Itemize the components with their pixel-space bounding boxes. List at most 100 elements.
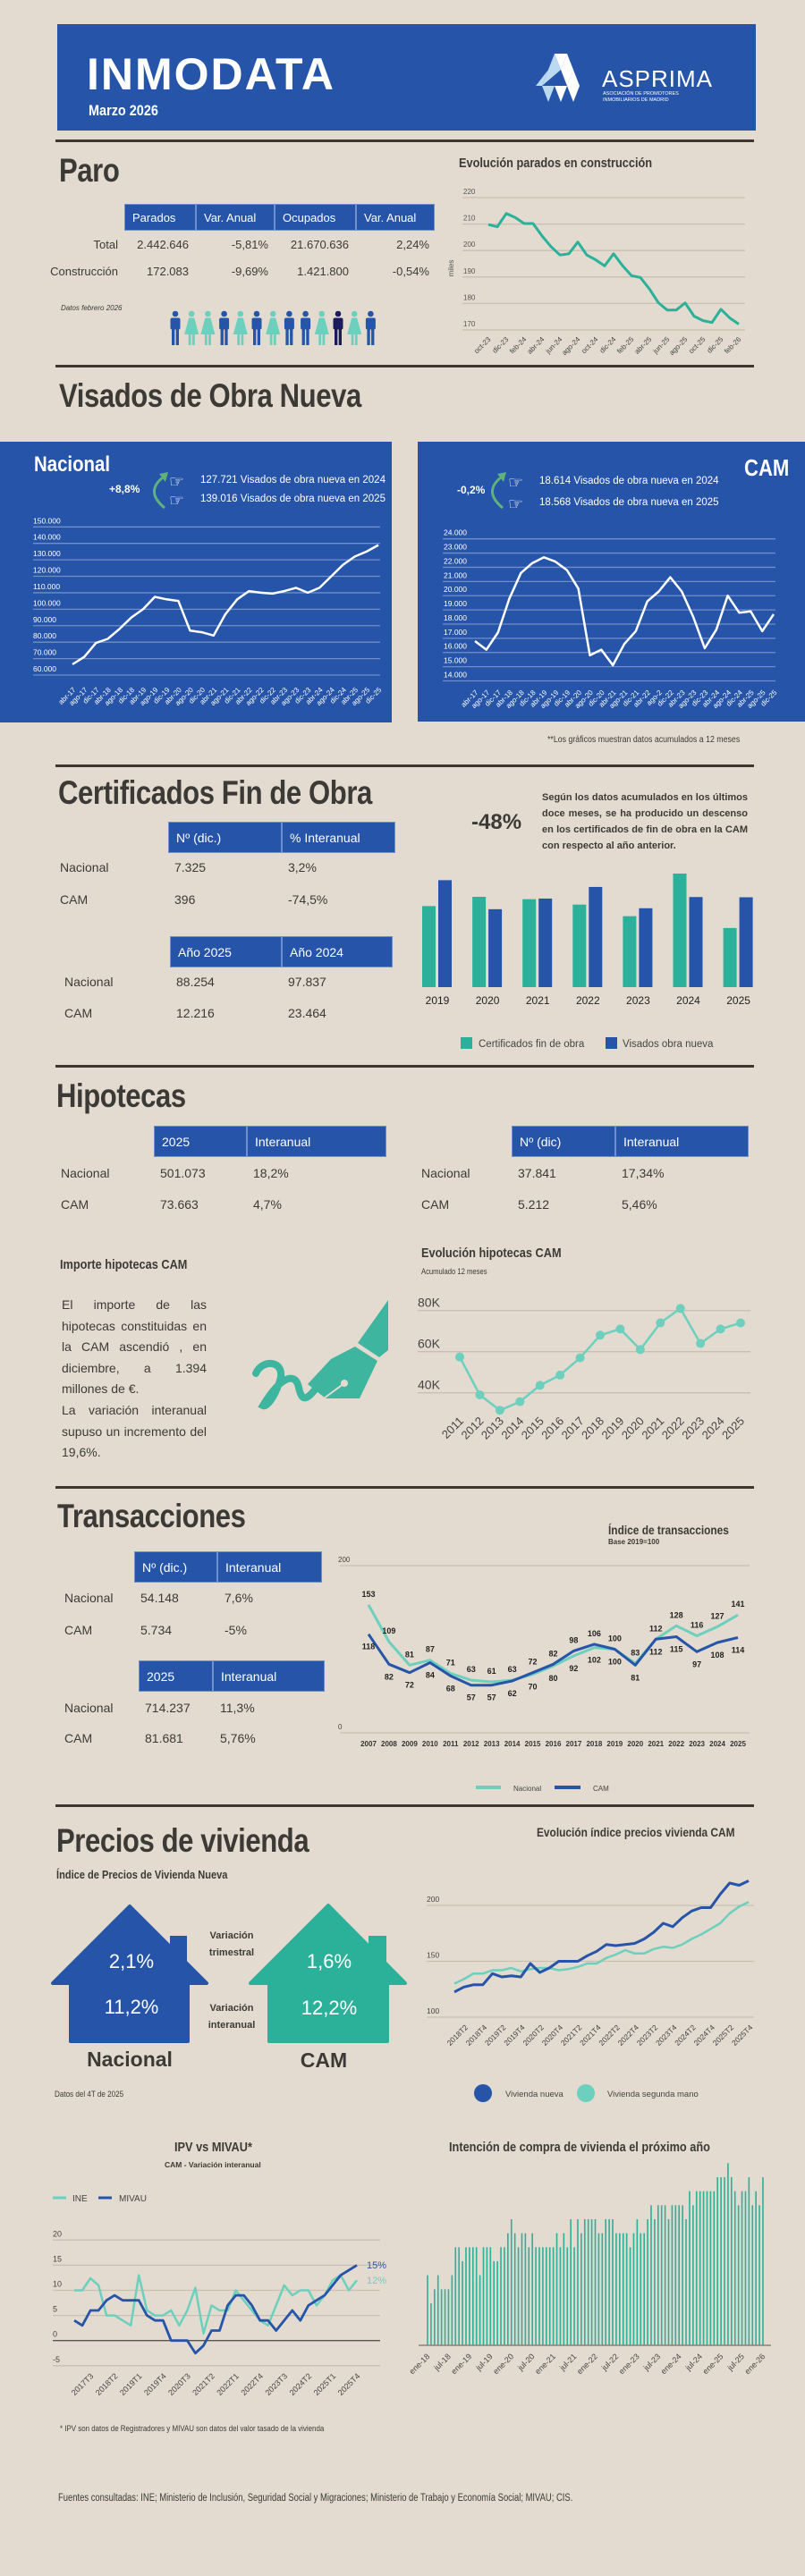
data-label: 61 — [487, 1667, 496, 1676]
x-tick-label: 2025T1 — [312, 2371, 338, 2397]
series-line-vivienda-nueva — [453, 1879, 750, 1994]
y-tick-label: 200 — [338, 1556, 351, 1564]
table-header: Año 2025 — [170, 936, 282, 967]
bar — [731, 2176, 733, 2345]
y-tick-label: 21.000 — [444, 570, 467, 579]
person-leg — [306, 328, 309, 345]
bar — [594, 2218, 597, 2345]
bar — [758, 2205, 760, 2345]
x-tick-label: 2009 — [402, 1740, 418, 1748]
bar — [440, 2289, 443, 2345]
bar — [535, 2247, 537, 2345]
section-title-certificados: Certificados Fin de Obra — [58, 774, 372, 811]
fountain-pen-icon — [252, 1300, 388, 1410]
bar — [500, 2247, 502, 2345]
y-tick-label: 24.000 — [444, 528, 467, 537]
bar — [573, 2247, 575, 2345]
female-person-icon — [314, 317, 329, 334]
person-leg — [354, 334, 358, 345]
table-cell: 2,24% — [396, 238, 429, 251]
legend-label: Certificados fin de obra — [479, 1039, 585, 1050]
table-cell: 2.442.646 — [137, 238, 189, 251]
x-tick-label: 2022 — [668, 1740, 684, 1748]
visados-2024: 127.721 Visados de obra nueva en 2024 — [200, 475, 386, 486]
bar — [482, 2247, 485, 2345]
table-cell: 5.734 — [140, 1623, 173, 1637]
certificados-description: Según los datos acumulados en los último… — [542, 792, 748, 851]
table-header: Var. Anual — [356, 204, 435, 231]
x-tick-label: 2014 — [504, 1740, 521, 1748]
bar — [741, 2191, 743, 2345]
bar — [674, 2205, 677, 2345]
y-tick-label: 140.000 — [33, 533, 61, 542]
x-tick-label: abr-25 — [633, 335, 654, 356]
person-leg — [175, 328, 179, 345]
precios-subtitle: Índice de Precios de Vivienda Nueva — [56, 1868, 228, 1881]
row-label: Nacional — [60, 860, 109, 874]
bar — [559, 2247, 562, 2345]
legend-swatch — [461, 1037, 472, 1049]
table-cell: 4,7% — [253, 1197, 282, 1212]
x-tick-label: 2023 — [689, 1740, 705, 1748]
table-cell: 54.148 — [140, 1591, 179, 1605]
data-point — [615, 1324, 625, 1334]
panel-title: CAM — [744, 454, 790, 481]
bar-certificados — [472, 897, 487, 987]
y-tick-label: 15.000 — [444, 656, 467, 665]
data-label: 97 — [692, 1660, 701, 1668]
data-label: 112 — [649, 1647, 663, 1656]
bar — [454, 2247, 457, 2345]
x-tick-label: 2007 — [360, 1740, 377, 1748]
bar — [563, 2233, 565, 2345]
table-cell: -5% — [225, 1623, 247, 1637]
y-tick-label: 220 — [463, 188, 476, 196]
y-tick-label: 5 — [53, 2305, 57, 2314]
data-label: 70 — [529, 1683, 538, 1692]
asprima-logo-tagline: ASOCIACIÓN DE PROMOTORES — [603, 91, 679, 97]
bar — [751, 2205, 754, 2345]
y-tick-label: 80K — [418, 1296, 441, 1310]
chimney-icon — [369, 1936, 386, 1972]
data-point — [515, 1397, 525, 1406]
bar — [699, 2191, 701, 2345]
person-leg — [351, 334, 354, 345]
section-divider — [55, 1065, 754, 1068]
bar — [640, 2233, 642, 2345]
highlight-percentage: -48% — [471, 810, 522, 834]
report-date: Marzo 2026 — [89, 102, 158, 119]
table-cell: 7.325 — [174, 860, 207, 874]
bar — [475, 2247, 478, 2345]
row-label: CAM — [60, 892, 89, 907]
person-leg — [237, 334, 241, 345]
bar — [706, 2191, 708, 2345]
x-tick-label: 2020 — [476, 994, 500, 1007]
x-tick-label: 2021T2 — [191, 2371, 216, 2397]
legend-label: Vivienda nueva — [505, 2090, 564, 2099]
data-point — [475, 1390, 485, 1399]
x-tick-label: 2008 — [381, 1740, 397, 1748]
x-tick-label: ago-25 — [667, 335, 689, 357]
curved-arrow-icon — [153, 476, 165, 510]
bar — [566, 2247, 569, 2345]
data-label: 92 — [569, 1664, 578, 1673]
x-tick-label: 2022T4 — [239, 2371, 265, 2397]
chart-subtitle: CAM - Variación interanual — [165, 2160, 261, 2169]
data-label: 98 — [569, 1635, 578, 1644]
y-tick-label: 40K — [418, 1378, 441, 1392]
bar — [580, 2233, 582, 2345]
y-tick-label: 100.000 — [33, 598, 61, 607]
x-tick-label: 2015 — [525, 1740, 541, 1748]
row-label: CAM — [61, 1197, 89, 1212]
bar — [737, 2205, 740, 2345]
data-label: 82 — [385, 1672, 394, 1681]
series-line-cam — [367, 1633, 739, 1687]
change-percentage: +8,8% — [109, 483, 140, 495]
chart-title: Índice de transacciones — [608, 1523, 729, 1537]
bar — [622, 2233, 624, 2345]
person-leg — [204, 334, 208, 345]
bar — [608, 2218, 610, 2345]
x-tick-label: ene-22 — [575, 2352, 599, 2376]
bar — [436, 2275, 439, 2345]
legend-label: CAM — [593, 1785, 609, 1793]
y-tick-label: 110.000 — [33, 582, 60, 591]
